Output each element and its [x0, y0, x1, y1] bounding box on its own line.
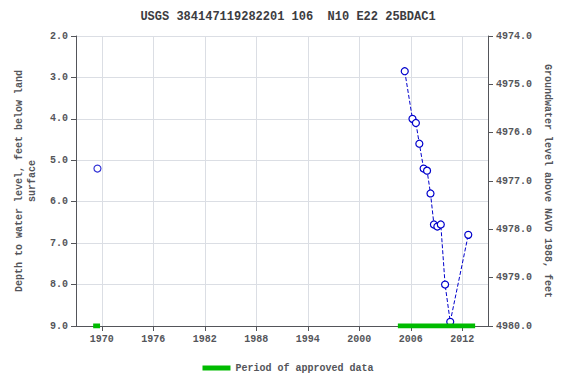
svg-text:1988: 1988 — [244, 334, 268, 345]
svg-text:4976.0: 4976.0 — [496, 127, 532, 138]
svg-text:4977.0: 4977.0 — [496, 176, 532, 187]
svg-text:4978.0: 4978.0 — [496, 224, 532, 235]
svg-text:2000: 2000 — [347, 334, 371, 345]
svg-text:6.0: 6.0 — [50, 196, 68, 207]
svg-text:4980.0: 4980.0 — [496, 321, 532, 332]
svg-text:Groundwater level above NAVD 1: Groundwater level above NAVD 1988, feet — [542, 64, 553, 298]
svg-text:2.0: 2.0 — [50, 31, 68, 42]
svg-text:1982: 1982 — [193, 334, 217, 345]
svg-text:3.0: 3.0 — [50, 72, 68, 83]
svg-text:1976: 1976 — [141, 334, 165, 345]
svg-text:5.0: 5.0 — [50, 155, 68, 166]
svg-text:Period of approved data: Period of approved data — [235, 363, 373, 374]
svg-text:8.0: 8.0 — [50, 279, 68, 290]
svg-text:4974.0: 4974.0 — [496, 31, 532, 42]
svg-text:7.0: 7.0 — [50, 238, 68, 249]
svg-text:2006: 2006 — [399, 334, 423, 345]
svg-text:4975.0: 4975.0 — [496, 79, 532, 90]
svg-text:surface: surface — [27, 160, 38, 202]
svg-text:9.0: 9.0 — [50, 321, 68, 332]
svg-text:1994: 1994 — [296, 334, 320, 345]
svg-text:Depth to water level, feet bel: Depth to water level, feet below land — [14, 70, 25, 292]
svg-text:4.0: 4.0 — [50, 113, 68, 124]
svg-text:USGS 384147119282201 106 N10: USGS 384147119282201 106 N10 E22 25BDAC1 — [140, 10, 435, 24]
svg-text:1970: 1970 — [90, 334, 114, 345]
svg-text:4979.0: 4979.0 — [496, 272, 532, 283]
svg-text:2012: 2012 — [450, 334, 474, 345]
